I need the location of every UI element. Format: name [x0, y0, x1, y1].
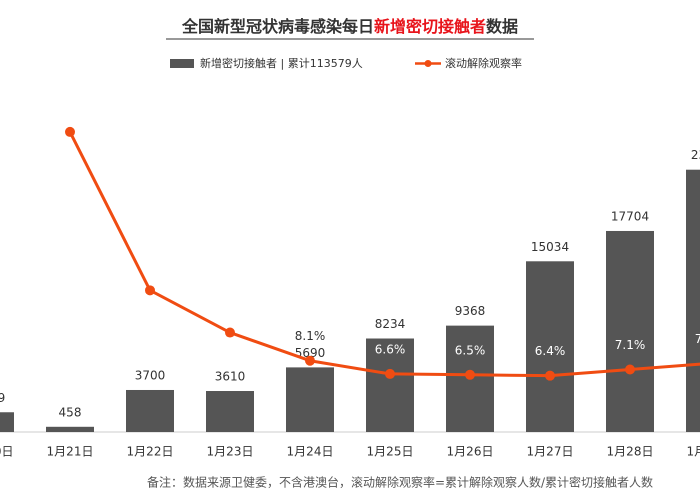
bar-value-label: 8234 — [375, 317, 406, 331]
bar-value-label: 15034 — [531, 240, 569, 254]
bar — [686, 169, 700, 432]
title-part: 数据 — [486, 17, 518, 36]
line-value-label: 6.5% — [455, 343, 486, 357]
bar — [606, 230, 654, 432]
bar-value-label: 23100 — [691, 148, 700, 162]
bar-value-label: 5690 — [295, 346, 326, 360]
bar — [366, 338, 414, 432]
line-marker — [465, 369, 475, 380]
bar — [46, 426, 94, 432]
bar — [126, 389, 174, 432]
x-tick-label: 1月25日 — [367, 445, 414, 459]
x-tick-label: 1月21日 — [47, 445, 94, 459]
x-tick-label: 1月26日 — [447, 445, 494, 459]
bar — [526, 261, 574, 432]
x-tick-label: 1月20日 — [0, 445, 13, 459]
title-part: 新增密切接触者 — [374, 17, 486, 36]
line-value-label: 6.4% — [535, 344, 566, 358]
x-tick-label: 1月28日 — [607, 445, 654, 459]
legend-swatch — [424, 60, 432, 67]
line-marker — [625, 364, 635, 375]
line-value-label: 6.6% — [375, 342, 406, 356]
line-marker — [225, 327, 235, 338]
line-value-label: 8.1% — [295, 329, 326, 343]
line-marker — [385, 368, 395, 379]
bar-value-label: 17704 — [611, 209, 649, 223]
bar-value-label: 3610 — [215, 370, 246, 384]
bar — [0, 412, 14, 432]
footnote: 备注：数据来源卫健委，不含港澳台，滚动解除观察率=累计解除观察人数/累计密切接触… — [147, 475, 653, 490]
legend-swatch — [170, 59, 194, 68]
legend-label: 新增密切接触者 | 累计113579人 — [200, 56, 363, 70]
line-marker — [145, 285, 155, 296]
bar-value-label: 9368 — [455, 304, 486, 318]
line-marker — [545, 370, 555, 381]
line-marker — [65, 126, 75, 137]
bar — [206, 391, 254, 432]
x-tick-label: 1月23日 — [207, 445, 254, 459]
x-tick-label: 1月27日 — [527, 445, 574, 459]
bar — [286, 367, 334, 432]
line-marker — [305, 355, 315, 366]
x-tick-label: 1月22日 — [127, 445, 174, 459]
bar-value-label: 3700 — [135, 368, 166, 382]
chart-title: 全国新型冠状病毒感染每日新增密切接触者数据 — [181, 17, 518, 36]
title-part: 全国新型冠状病毒感染每日 — [181, 17, 374, 36]
x-tick-label: 1月29日 — [687, 445, 700, 459]
bar-value-label: 1739 — [0, 391, 5, 405]
legend-label: 滚动解除观察率 — [445, 56, 522, 70]
x-tick-label: 1月24日 — [287, 445, 334, 459]
line-value-label: 7.8% — [695, 332, 700, 346]
bar-value-label: 458 — [59, 405, 82, 419]
line-value-label: 7.1% — [615, 338, 646, 352]
